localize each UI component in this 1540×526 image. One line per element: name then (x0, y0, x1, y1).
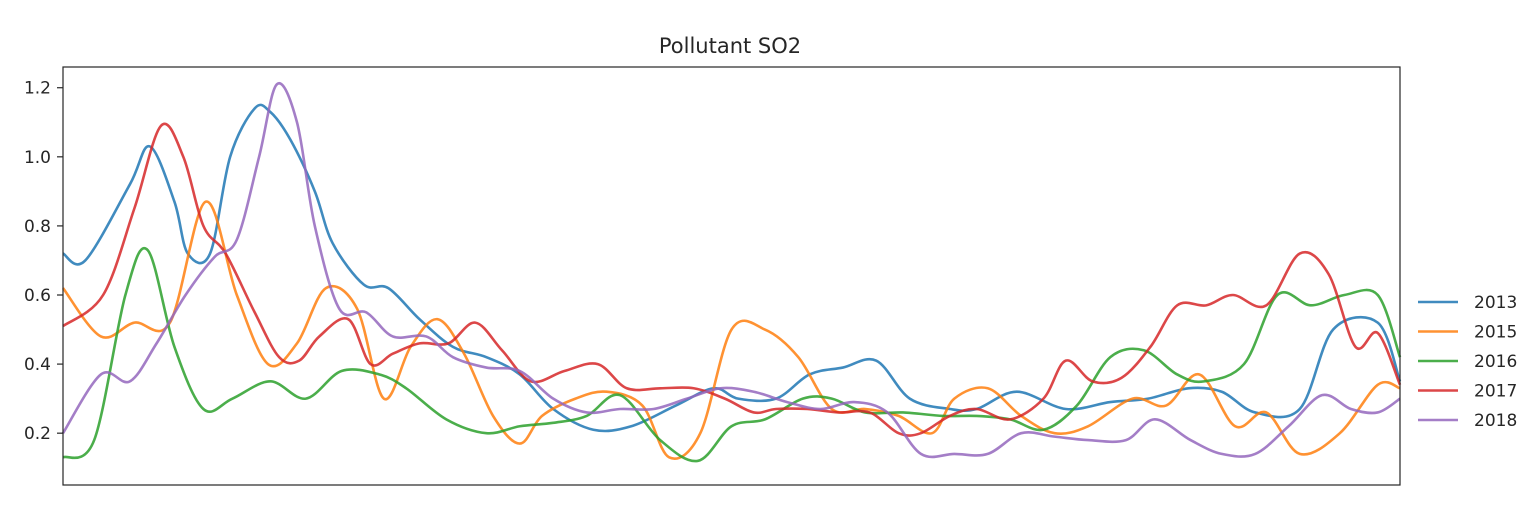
y-tick-label: 0.4 (24, 355, 51, 375)
y-tick-label: 0.8 (24, 217, 51, 237)
y-tick-label: 1.0 (24, 148, 51, 168)
plot-lines (61, 81, 1402, 463)
legend-label-2018: 2018 (1474, 411, 1517, 431)
series-line-2013 (62, 103, 1402, 433)
legend-label-2013: 2013 (1474, 293, 1517, 313)
y-tick-label: 0.6 (24, 286, 51, 306)
legend-label-2015: 2015 (1474, 323, 1517, 343)
series-line-2016 (62, 247, 1402, 463)
legend-label-2016: 2016 (1474, 352, 1517, 372)
chart-title: Pollutant SO2 (659, 34, 801, 58)
y-tick-label: 1.2 (24, 79, 51, 99)
y-tick-label: 0.2 (24, 424, 51, 444)
y-axis: 0.2 0.4 0.6 0.8 1.0 1.2 (24, 79, 63, 444)
series-line-2015 (61, 200, 1401, 460)
legend-label-2017: 2017 (1474, 382, 1517, 402)
series-line-2017 (62, 122, 1402, 437)
plot-frame (62, 66, 1401, 486)
series-line-2018 (61, 81, 1401, 459)
legend: 2013 2015 2016 2017 2018 (1418, 293, 1517, 431)
